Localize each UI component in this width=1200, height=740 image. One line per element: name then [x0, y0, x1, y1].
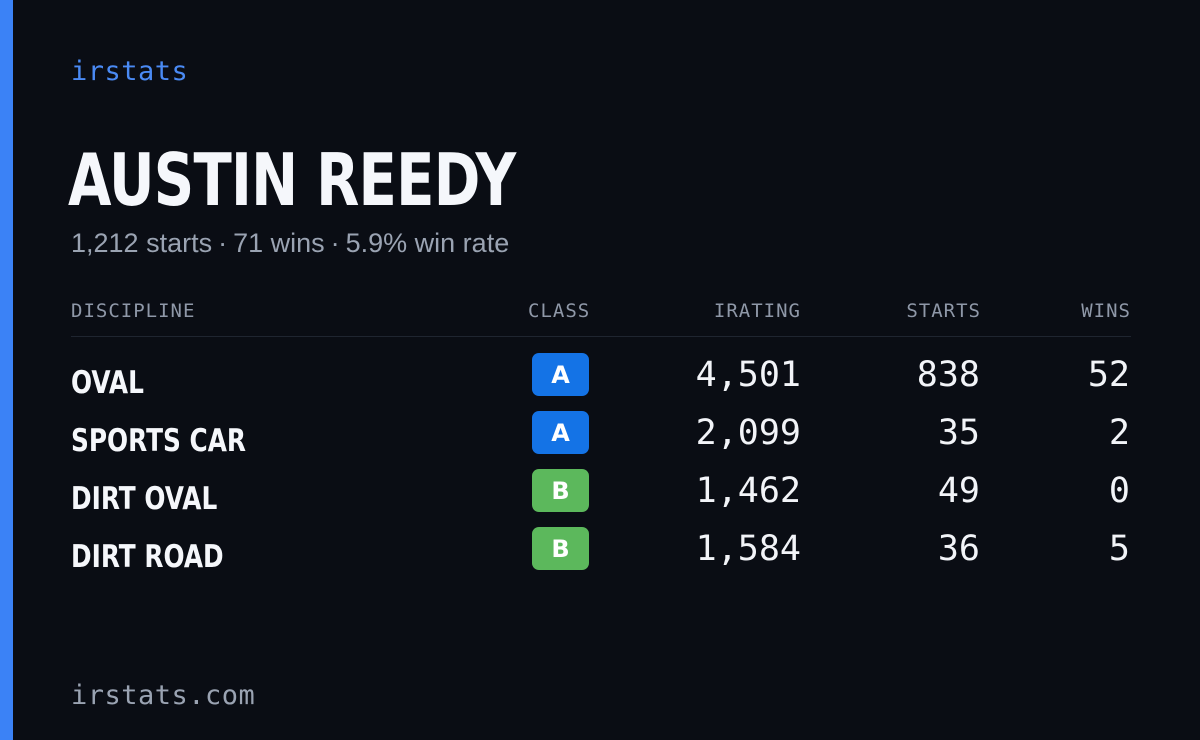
summary-separator: · [218, 228, 228, 258]
discipline-name: DIRT OVAL [71, 481, 218, 517]
header-wins: WINS [1081, 300, 1131, 322]
summary-win-rate: 5.9% win rate [345, 228, 510, 258]
header-irating: IRATING [713, 300, 801, 322]
wins-value: 0 [1108, 471, 1130, 511]
starts-value: 838 [916, 355, 980, 395]
accent-bar [0, 0, 13, 740]
discipline-name: OVAL [71, 365, 144, 401]
class-badge: A [532, 411, 589, 454]
table-row: DIRT ROAD B 1,584 36 5 [71, 527, 1131, 585]
header-class: CLASS [528, 300, 591, 322]
player-summary: 1,212 starts · 71 wins · 5.9% win rate [71, 228, 509, 259]
table-header: DISCIPLINE CLASS IRATING STARTS WINS [71, 296, 1131, 337]
table-row: OVAL A 4,501 838 52 [71, 353, 1131, 411]
summary-starts: 1,212 starts [71, 228, 213, 258]
header-starts: STARTS [906, 300, 981, 322]
irating-value: 1,584 [695, 529, 801, 569]
summary-separator: · [330, 228, 340, 258]
class-badge: B [532, 527, 589, 570]
starts-value: 36 [937, 529, 980, 569]
class-badge: A [532, 353, 589, 396]
table-body: OVAL A 4,501 838 52 SPORTS CAR A 2,099 3… [71, 353, 1131, 585]
table-row: SPORTS CAR A 2,099 35 2 [71, 411, 1131, 469]
discipline-stats-table: DISCIPLINE CLASS IRATING STARTS WINS OVA… [71, 296, 1131, 585]
table-row: DIRT OVAL B 1,462 49 0 [71, 469, 1131, 527]
discipline-name: DIRT ROAD [71, 539, 224, 575]
brand-logo[interactable]: irstats [71, 56, 189, 87]
wins-value: 5 [1108, 529, 1130, 569]
class-badge: B [532, 469, 589, 512]
header-discipline: DISCIPLINE [71, 300, 196, 322]
player-name: AUSTIN REEDY [68, 138, 516, 222]
discipline-name: SPORTS CAR [71, 423, 247, 459]
irating-value: 2,099 [695, 413, 801, 453]
footer-url[interactable]: irstats.com [71, 680, 256, 711]
starts-value: 49 [937, 471, 980, 511]
wins-value: 52 [1087, 355, 1130, 395]
irating-value: 4,501 [695, 355, 801, 395]
summary-wins: 71 wins [233, 228, 325, 258]
starts-value: 35 [937, 413, 980, 453]
wins-value: 2 [1108, 413, 1130, 453]
irating-value: 1,462 [695, 471, 801, 511]
